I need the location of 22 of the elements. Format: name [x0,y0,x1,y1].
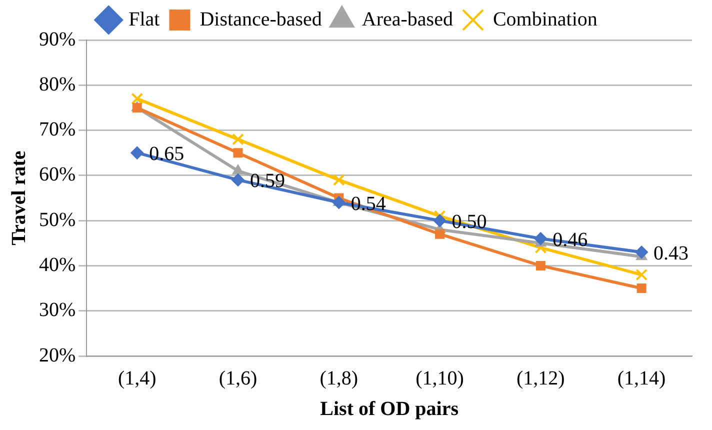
x-tick-label: (1,6) [218,367,258,390]
x-tick-label: (1,10) [416,367,464,390]
y-tick-label: 40% [38,254,76,276]
x-axis-title: List of OD pairs [320,398,459,420]
legend-label: Flat [128,8,160,30]
y-tick-label: 80% [38,73,76,96]
x-tick-label: (1,12) [516,367,565,390]
x-tick-label: (1,8) [320,367,358,390]
y-axis-title: Travel rate [8,150,30,246]
y-tick-label: 30% [38,299,76,322]
legend-label: Distance-based [200,8,322,30]
x-tick-label: (1,14) [617,367,666,390]
y-tick-label: 70% [38,118,76,141]
y-tick-label: 60% [38,164,76,186]
data-label: 0.43 [654,242,689,264]
y-tick-label: 90% [38,28,76,50]
legend-label: Area-based [362,8,453,30]
data-label: 0.65 [149,143,184,166]
legend-label: Combination [492,8,598,30]
y-tick-label: 50% [38,208,76,231]
x-tick-label: (1,4) [118,367,156,390]
y-tick-label: 20% [38,344,76,366]
